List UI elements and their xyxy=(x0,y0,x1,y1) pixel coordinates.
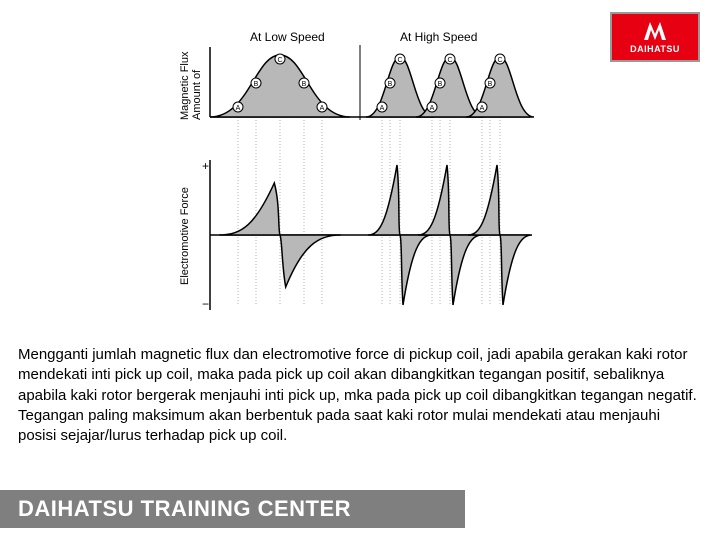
svg-text:Amount of: Amount of xyxy=(191,69,203,120)
svg-text:C: C xyxy=(277,57,282,64)
svg-text:C: C xyxy=(397,57,402,64)
svg-text:B: B xyxy=(302,81,307,88)
svg-text:B: B xyxy=(254,81,259,88)
svg-text:B: B xyxy=(388,81,393,88)
svg-text:C: C xyxy=(447,57,452,64)
svg-text:A: A xyxy=(380,105,385,112)
flux-emf-diagram: At Low Speed At High Speed Magnetic FluxAm… xyxy=(130,25,550,325)
svg-text:−: − xyxy=(202,297,209,311)
svg-text:C: C xyxy=(497,57,502,64)
brand-logo: DAIHATSU xyxy=(610,12,700,62)
footer-bar: DAIHATSU TRAINING CENTER xyxy=(0,490,465,528)
brand-name: DAIHATSU xyxy=(630,44,680,54)
svg-text:A: A xyxy=(480,105,485,112)
brand-mark-icon xyxy=(642,20,668,42)
svg-text:+: + xyxy=(202,159,209,173)
svg-text:B: B xyxy=(438,81,443,88)
svg-text:A: A xyxy=(320,105,325,112)
svg-text:Electromotive Force: Electromotive Force xyxy=(179,187,191,285)
explanation-paragraph: Mengganti jumlah magnetic flux dan elect… xyxy=(18,345,702,446)
svg-text:B: B xyxy=(488,81,493,88)
svg-text:At High Speed: At High Speed xyxy=(400,30,477,44)
footer-title: DAIHATSU TRAINING CENTER xyxy=(18,496,351,522)
svg-text:A: A xyxy=(430,105,435,112)
svg-text:At Low Speed: At Low Speed xyxy=(250,30,325,44)
brand-badge: DAIHATSU xyxy=(610,12,700,62)
svg-text:A: A xyxy=(236,105,241,112)
svg-text:Magnetic Flux: Magnetic Flux xyxy=(179,51,191,120)
